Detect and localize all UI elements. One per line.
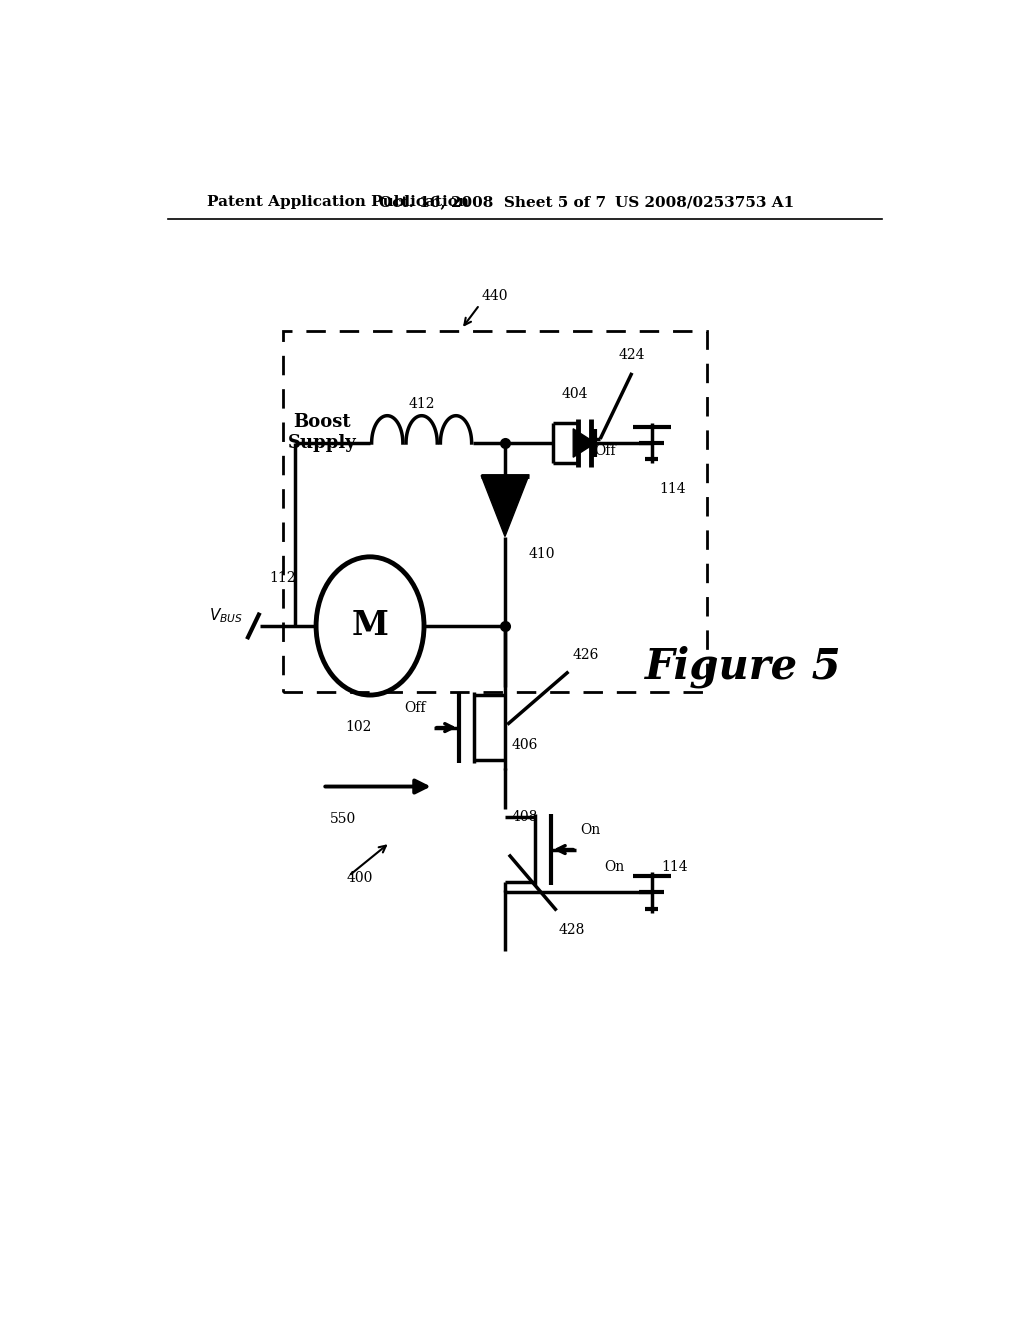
Text: Figure 5: Figure 5 bbox=[645, 645, 842, 688]
Text: 426: 426 bbox=[572, 648, 599, 661]
Text: 404: 404 bbox=[561, 387, 588, 401]
Text: 440: 440 bbox=[481, 289, 508, 302]
Text: 102: 102 bbox=[345, 721, 372, 734]
Polygon shape bbox=[573, 429, 595, 457]
Text: Oct. 16, 2008  Sheet 5 of 7: Oct. 16, 2008 Sheet 5 of 7 bbox=[380, 195, 606, 209]
Bar bbox=[283, 331, 708, 692]
Text: $V_{BUS}$: $V_{BUS}$ bbox=[209, 606, 243, 626]
Text: On: On bbox=[580, 824, 600, 837]
Text: 428: 428 bbox=[559, 923, 586, 937]
Text: 114: 114 bbox=[659, 482, 686, 495]
Text: Patent Application Publication: Patent Application Publication bbox=[207, 195, 469, 209]
Text: Off: Off bbox=[595, 444, 616, 458]
Text: 408: 408 bbox=[511, 810, 538, 824]
Text: US 2008/0253753 A1: US 2008/0253753 A1 bbox=[615, 195, 795, 209]
Text: Off: Off bbox=[404, 701, 426, 715]
Text: 550: 550 bbox=[331, 812, 356, 826]
Text: 406: 406 bbox=[511, 738, 538, 752]
Text: 424: 424 bbox=[618, 347, 645, 362]
Text: On: On bbox=[604, 859, 625, 874]
Text: 412: 412 bbox=[409, 397, 435, 412]
Text: 112: 112 bbox=[269, 572, 296, 585]
Text: 410: 410 bbox=[528, 546, 555, 561]
Polygon shape bbox=[481, 475, 528, 536]
Text: Boost
Supply: Boost Supply bbox=[288, 413, 356, 453]
Text: 114: 114 bbox=[662, 859, 688, 874]
Text: M: M bbox=[351, 610, 388, 643]
Text: 400: 400 bbox=[346, 871, 373, 884]
